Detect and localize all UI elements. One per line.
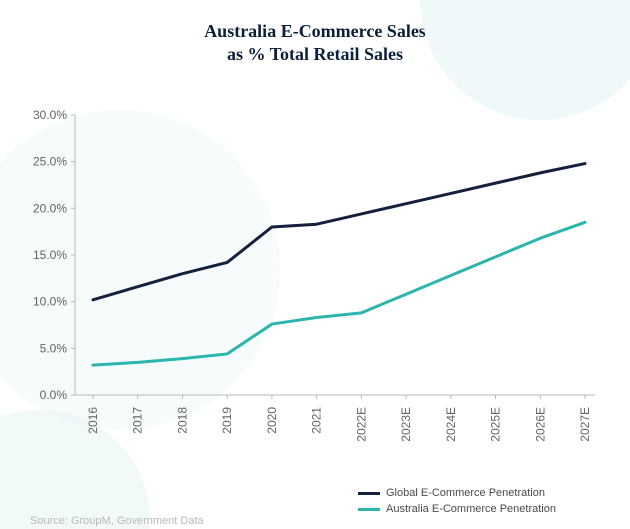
x-tick-label: 2019 [220,407,234,434]
series-line-0 [93,164,585,300]
source-attribution: Source: GroupM, Government Data [30,515,204,527]
y-tick-label: 25.0% [33,155,67,169]
x-tick-label: 2016 [86,407,100,434]
x-tick-label: 2020 [265,407,279,434]
legend-swatch [358,508,380,511]
y-tick-label: 10.0% [33,295,67,309]
x-tick-label: 2023E [399,407,413,442]
x-tick-label: 2026E [533,407,547,442]
x-tick-label: 2022E [354,407,368,442]
legend-item: Global E-Commerce Penetration [358,487,556,499]
legend: Global E-Commerce Penetration Australia E… [358,487,556,519]
y-tick-label: 20.0% [33,201,67,215]
y-tick-label: 15.0% [33,248,67,262]
line-chart: 0.0% 5.0% 10.0% 15.0% 20.0% 25.0% 30.0% 2016 201… [0,20,630,529]
y-tick-label: 30.0% [33,108,67,122]
legend-label: Global E-Commerce Penetration [386,487,545,499]
y-tick-label: 5.0% [40,341,68,355]
x-tick-label: 2025E [489,407,503,442]
chart-area: 0.0% 5.0% 10.0% 15.0% 20.0% 25.0% 30.0% 2016 201… [0,20,630,529]
series-line-1 [93,222,585,365]
x-tick-label: 2024E [444,407,458,442]
legend-swatch [358,492,380,495]
y-tick-label: 0.0% [40,388,68,402]
legend-label: Australia E-Commerce Penetration [386,503,556,515]
x-tick-label: 2018 [175,407,189,434]
x-tick-label: 2027E [578,407,592,442]
x-tick-label: 2021 [310,407,324,434]
x-tick-label: 2017 [131,407,145,434]
legend-item: Australia E-Commerce Penetration [358,503,556,515]
